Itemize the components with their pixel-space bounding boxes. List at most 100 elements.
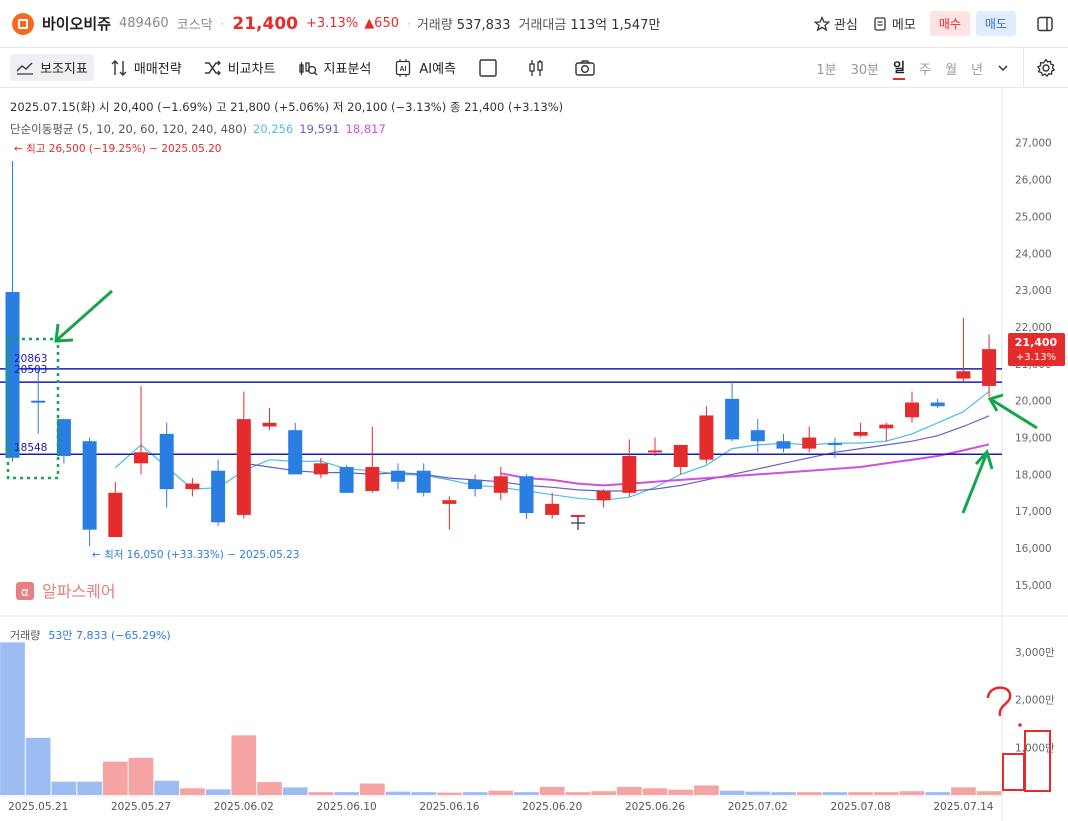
volume-bars — [0, 642, 1002, 795]
candle-body — [570, 514, 585, 517]
volume-tick-label: 2,000만 — [1015, 695, 1055, 707]
candle-body — [31, 400, 46, 403]
strategy-icon — [111, 59, 127, 76]
buy-button[interactable]: 매수 — [929, 11, 970, 36]
candle — [879, 422, 894, 442]
candle — [673, 444, 688, 475]
price-tick-label: 27,000 — [1015, 138, 1052, 150]
ai-forecast-button[interactable]: AI AI예측 — [387, 54, 462, 82]
candle-body — [905, 402, 919, 418]
candle — [31, 367, 46, 434]
candle — [596, 489, 611, 508]
volume-bar — [488, 790, 514, 795]
candle-body — [725, 398, 740, 440]
ai-forecast-label: AI예측 — [419, 62, 457, 77]
timeframe-year[interactable]: 년 — [971, 62, 983, 78]
volume-bar — [359, 783, 385, 795]
volume-bar — [848, 792, 873, 795]
candle-body — [648, 450, 662, 453]
candle-body — [853, 432, 868, 436]
candle-body — [56, 419, 71, 456]
price-tick-label: 20,000 — [1015, 396, 1052, 408]
timeframe-month[interactable]: 월 — [945, 62, 958, 78]
candle-body — [750, 430, 765, 442]
candle — [853, 422, 868, 438]
annotation-red-box — [1024, 730, 1051, 792]
annotation-arrow-right-upper — [987, 393, 1038, 430]
candle — [622, 439, 637, 497]
toolbar-divider — [1023, 48, 1024, 88]
chevron-down-icon[interactable] — [997, 62, 1009, 74]
volume-bar — [668, 789, 694, 795]
candle-body — [982, 349, 997, 386]
volume-label: 거래량 — [416, 18, 453, 33]
ma20-value: 18,817 — [346, 122, 386, 136]
volume-bar — [334, 792, 359, 795]
compare-button[interactable]: 비교차트 — [198, 54, 282, 81]
candle — [827, 437, 842, 458]
volume-bar — [128, 757, 154, 795]
analysis-button[interactable]: 지표분석 — [292, 54, 378, 81]
volume-bar — [925, 792, 951, 795]
candle — [134, 385, 148, 475]
candles — [5, 161, 997, 547]
screenshot-button[interactable] — [568, 55, 608, 81]
watch-label: 관심 — [833, 18, 858, 33]
timeframe-1min[interactable]: 1분 — [816, 62, 837, 78]
candle — [982, 334, 997, 398]
candle-body — [956, 371, 971, 379]
ma10-value: 19,591 — [299, 122, 339, 136]
volume-bar — [25, 737, 51, 795]
volume-bar — [591, 791, 616, 795]
candle — [442, 496, 457, 530]
annotation-red-box — [1002, 753, 1025, 791]
watch-button[interactable]: 관심 — [813, 14, 858, 33]
star-icon — [813, 15, 830, 31]
volume-bar — [642, 788, 668, 795]
amount-value: 113억 1,547만 — [570, 18, 661, 33]
candle-body — [288, 430, 303, 475]
candle — [365, 426, 380, 493]
candle — [519, 474, 534, 519]
side-panel-toggle-icon[interactable] — [1036, 15, 1054, 33]
volume-bar — [180, 788, 205, 795]
strategy-label: 매매전략 — [133, 62, 182, 77]
current-price: 21,400 — [232, 13, 298, 34]
memo-label: 메모 — [891, 18, 916, 33]
timeframe-day[interactable]: 일 — [893, 57, 906, 80]
memo-button[interactable]: 메모 — [872, 14, 916, 33]
price-tick-label: 16,000 — [1015, 543, 1052, 555]
chart-type-box-button[interactable] — [472, 54, 510, 82]
candle-body — [159, 433, 174, 490]
separator-dot: · — [407, 16, 411, 31]
volume-bar — [899, 791, 925, 795]
candle-body — [442, 500, 457, 504]
candle-type-button[interactable] — [520, 54, 558, 82]
candle — [930, 398, 945, 409]
candle-body — [134, 452, 148, 464]
annotation-question-mark — [986, 686, 1022, 727]
annotation-dotted-box — [6, 337, 60, 480]
date-tick-label: 2025.06.16 — [419, 801, 479, 813]
date-tick-label: 2025.05.27 — [111, 801, 171, 813]
volume-bar — [565, 792, 591, 795]
settings-gear-icon[interactable] — [1036, 58, 1056, 78]
candle-body — [82, 441, 97, 530]
strategy-button[interactable]: 매매전략 — [104, 54, 188, 81]
timeframe-30min[interactable]: 30분 — [850, 62, 880, 78]
candle-body — [108, 492, 123, 538]
candle-body — [339, 467, 354, 493]
stock-name[interactable]: 바이오비쥬 — [42, 15, 112, 33]
volume-bar — [976, 791, 1002, 795]
price-chart[interactable]: 27,00026,00025,00024,00023,00022,00021,0… — [0, 88, 1068, 821]
price-tick-label: 24,000 — [1015, 248, 1052, 260]
volume-bar — [102, 761, 128, 795]
candle — [776, 433, 791, 453]
sell-button[interactable]: 매도 — [975, 11, 1016, 36]
indicators-button[interactable]: 보조지표 — [10, 54, 94, 81]
candle — [750, 419, 765, 453]
annotation-arrow-left — [54, 289, 113, 343]
volume-bar — [282, 787, 308, 795]
price-tick-label: 17,000 — [1015, 506, 1052, 518]
timeframe-week[interactable]: 주 — [919, 62, 932, 78]
